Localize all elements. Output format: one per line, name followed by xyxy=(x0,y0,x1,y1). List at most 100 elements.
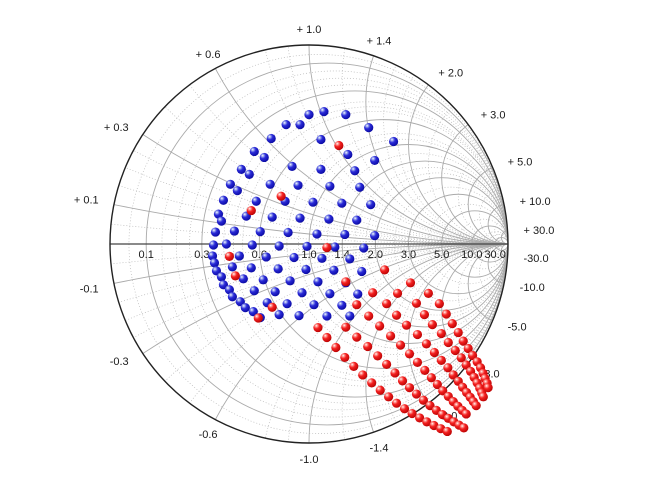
data-point-blue-points xyxy=(227,292,237,302)
data-point-blue-points xyxy=(232,186,242,196)
positive-reactance-label: + 30.0 xyxy=(524,225,555,237)
data-point-blue-points xyxy=(238,274,248,284)
data-point-red-points xyxy=(375,321,385,331)
data-point-red-points xyxy=(334,140,344,151)
resistance-tick-labels: 0.1 0.3 0.6 1.0 1.4 2.0 3.0 5.0 10.0 30.0 xyxy=(139,249,506,261)
grid-major-reactance-arc xyxy=(408,243,508,443)
data-point-red-points xyxy=(368,288,378,298)
negative-reactance-label: -0.1 xyxy=(80,284,99,296)
data-point-red-points xyxy=(352,300,362,310)
data-point-blue-points xyxy=(236,164,246,174)
data-point-red-points xyxy=(363,341,373,352)
data-point-blue-points xyxy=(274,310,284,320)
positive-reactance-label: + 3.0 xyxy=(481,110,506,122)
data-point-red-points xyxy=(322,332,332,343)
positive-reactance-label: + 1.4 xyxy=(367,36,392,48)
data-point-blue-points xyxy=(248,307,258,317)
data-point-blue-points xyxy=(316,134,326,145)
data-point-blue-points xyxy=(352,215,362,225)
data-point-blue-points xyxy=(258,275,268,285)
data-point-red-points xyxy=(438,386,448,396)
grid-major-reactance-arc xyxy=(467,163,508,245)
data-point-red-points xyxy=(276,191,286,201)
data-point-blue-points xyxy=(208,240,219,250)
data-point-red-points xyxy=(463,343,473,354)
data-point-blue-points xyxy=(330,242,340,252)
resistance-tick-label: 10.0 xyxy=(461,249,482,261)
data-point-blue-points xyxy=(216,272,227,282)
data-point-red-points xyxy=(478,392,488,402)
grid-major-reactance-arc xyxy=(500,230,508,245)
data-point-red-points xyxy=(405,278,416,288)
data-point-red-points xyxy=(399,404,410,414)
data-point-red-points xyxy=(341,277,351,287)
data-point-red-points xyxy=(443,363,453,373)
resistance-tick-label: 2.0 xyxy=(368,249,383,261)
data-point-blue-points xyxy=(240,303,250,313)
data-point-blue-points xyxy=(273,264,283,274)
resistance-tick-label: 5.0 xyxy=(434,249,449,261)
data-point-blue-points xyxy=(357,266,367,277)
data-point-red-points xyxy=(411,298,422,308)
data-point-blue-points xyxy=(302,241,312,251)
data-point-red-points xyxy=(407,408,417,419)
data-point-red-points xyxy=(380,265,390,275)
negative-reactance-label: -0.3 xyxy=(110,356,129,368)
data-point-red-points xyxy=(429,347,439,358)
data-point-red-points xyxy=(412,357,423,367)
data-point-blue-points xyxy=(251,196,261,206)
data-point-red-points xyxy=(367,378,377,388)
resistance-tick-label: 1.0 xyxy=(301,249,316,261)
data-point-blue-points xyxy=(267,212,277,222)
data-point-red-points xyxy=(404,349,415,359)
data-point-blue-points xyxy=(246,263,256,273)
data-point-red-points xyxy=(456,353,466,363)
data-point-red-points xyxy=(341,322,351,332)
data-point-red-points xyxy=(313,322,323,333)
data-point-blue-points xyxy=(359,243,369,253)
positive-reactance-label: + 0.1 xyxy=(74,194,99,206)
data-point-blue-points xyxy=(270,287,280,297)
data-point-blue-points xyxy=(337,198,347,208)
data-point-red-points xyxy=(450,345,460,356)
data-point-blue-points xyxy=(370,231,380,241)
data-point-red-points xyxy=(364,311,374,321)
data-point-blue-points xyxy=(341,110,351,120)
data-point-blue-points xyxy=(370,155,380,166)
negative-reactance-label: -10.0 xyxy=(520,282,545,294)
data-point-blue-points xyxy=(364,122,374,133)
resistance-tick-label: 3.0 xyxy=(401,249,416,261)
data-point-blue-points xyxy=(247,240,257,250)
data-point-blue-points xyxy=(289,252,299,263)
data-point-red-points xyxy=(432,379,442,390)
data-point-blue-points xyxy=(294,311,304,321)
data-point-blue-points xyxy=(350,166,360,176)
positive-reactance-label: + 2.0 xyxy=(438,67,463,79)
positive-reactance-label: + 0.6 xyxy=(196,49,221,61)
data-point-red-points xyxy=(401,320,412,330)
data-point-red-points xyxy=(415,413,425,423)
data-point-blue-points xyxy=(308,197,318,207)
data-point-red-points xyxy=(427,320,437,330)
data-point-blue-points xyxy=(234,251,244,261)
grid-minor-reactance-arc xyxy=(428,84,508,245)
data-point-blue-points xyxy=(209,258,220,268)
grid-major-reactance-arc xyxy=(365,243,508,443)
data-point-blue-points xyxy=(337,300,347,310)
data-point-red-points xyxy=(421,339,432,349)
unit-reflection-circle xyxy=(109,44,509,444)
data-point-red-points xyxy=(404,383,415,393)
data-point-blue-points xyxy=(304,110,314,120)
grid-major-reactance-arc xyxy=(487,203,508,245)
data-point-blue-points xyxy=(309,300,319,310)
data-point-blue-points xyxy=(317,253,327,263)
data-point-red-points xyxy=(246,205,256,216)
data-point-blue-points xyxy=(285,276,295,286)
data-point-red-points xyxy=(267,302,277,312)
data-point-blue-points xyxy=(325,289,335,299)
data-point-blue-points xyxy=(210,227,221,237)
data-point-red-points xyxy=(392,288,403,298)
data-point-blue-points xyxy=(301,264,311,275)
